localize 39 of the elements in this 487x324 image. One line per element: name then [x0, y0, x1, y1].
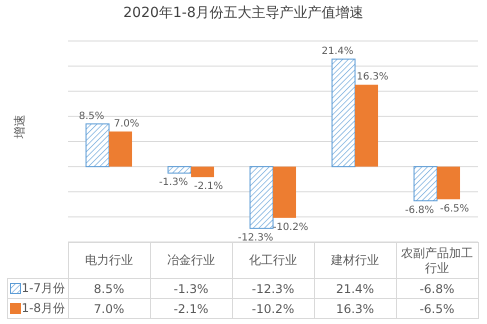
text: 16.3% [356, 72, 388, 83]
bar [414, 166, 438, 202]
data-label: 16.3% [314, 298, 396, 318]
chart-title: 2020年1-8月份五大主导产业产值增速 [122, 4, 365, 22]
data-label: 8.5% [68, 278, 150, 298]
text: -1.3% [159, 177, 188, 188]
data-label: -10.2% [232, 298, 314, 318]
x-tick-label: 冶金行业 [150, 242, 232, 278]
text: -10.2% [272, 222, 308, 233]
bar [250, 166, 274, 229]
data-label: 7.0% [68, 298, 150, 318]
data-label: -12.3% [232, 278, 314, 298]
text: -2.1% [194, 181, 224, 192]
legend-label: 1-8月份 [8, 298, 68, 318]
bar [437, 166, 460, 200]
x-tick-label: 电力行业 [68, 242, 150, 278]
x-tick-label: 化工行业 [232, 242, 314, 278]
bar [168, 166, 192, 174]
bar [355, 84, 378, 167]
data-label: -2.1% [150, 298, 232, 318]
bar [273, 166, 296, 218]
legend-label: 1-7月份 [8, 278, 68, 298]
x-tick-label: 农副产品加工行业 [396, 242, 478, 278]
text: -12.3% [238, 232, 274, 244]
text: -6.5% [440, 203, 470, 214]
data-label: 21.4% [314, 278, 396, 298]
bar [86, 123, 110, 168]
y-axis-title: 增速 [12, 114, 28, 138]
bar [332, 58, 356, 168]
text: 21.4% [322, 46, 354, 58]
bar [109, 131, 132, 167]
bar [191, 166, 214, 178]
text: -6.8% [405, 204, 434, 216]
x-tick-label: 建材行业 [314, 242, 396, 278]
data-label: -6.5% [396, 298, 478, 318]
data-label: -6.8% [396, 278, 478, 298]
data-label: -1.3% [150, 278, 232, 298]
text: 8.5% [78, 110, 104, 122]
text: 7.0% [114, 118, 140, 130]
